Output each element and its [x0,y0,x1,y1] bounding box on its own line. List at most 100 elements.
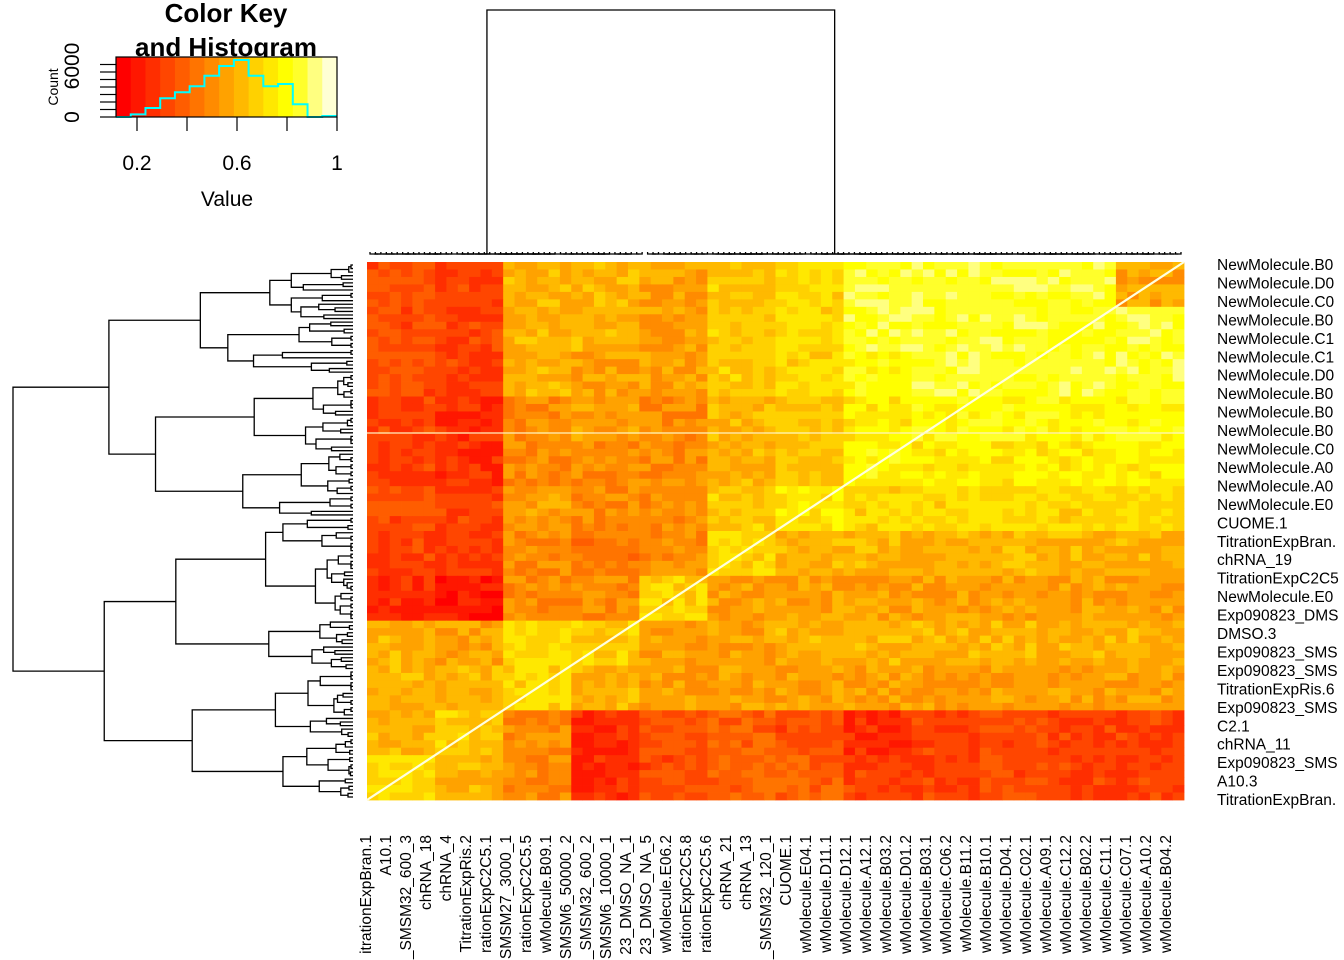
heatmap-cell [923,351,935,360]
heatmap-cell [1025,493,1037,502]
heatmap-cell [730,613,742,622]
heatmap-cell [673,501,686,509]
heatmap-cell [525,299,538,308]
heatmap-cell [934,463,947,472]
heatmap-cell [934,314,947,323]
heatmap-cell [786,717,799,726]
heatmap-cell [911,418,924,427]
heatmap-cell [1161,508,1174,517]
heatmap-cell [696,359,708,368]
heatmap-cell [1081,755,1094,764]
heatmap-cell [752,710,765,719]
heatmap-cell [1115,433,1128,442]
heatmap-cell [877,403,890,412]
heatmap-cell [1059,448,1071,457]
heatmap-cell [843,523,856,532]
heatmap-cell [673,658,686,666]
heatmap-cell [945,650,958,659]
heatmap-cell [1059,687,1071,696]
heatmap-cell [854,501,867,509]
heatmap-cell [435,605,447,614]
heatmap-cell [1172,643,1185,651]
heatmap-cell [1138,366,1151,375]
heatmap-cell [730,590,742,599]
heatmap-cell [389,560,402,569]
heatmap-cell [662,680,674,689]
heatmap-cell [1104,516,1117,524]
heatmap-cell [979,306,992,315]
heatmap-cell [435,396,447,405]
heatmap-cell [707,441,720,450]
color-key-swatch [116,57,132,117]
heatmap-cell [820,725,833,734]
heatmap-cell [888,396,901,405]
heatmap-cell [605,456,618,465]
heatmap-cell [571,501,583,509]
heatmap-cell [401,486,413,495]
heatmap-cell [832,269,844,278]
heatmap-cell [469,411,481,420]
heatmap-cell [469,755,481,764]
heatmap-cell [412,329,425,338]
heatmap-cell [957,448,969,457]
heatmap-cell [900,433,913,442]
heatmap-cell [412,433,425,442]
heatmap-cell [389,710,402,719]
heatmap-cell [593,366,606,375]
heatmap-cell [741,583,754,592]
heatmap-cell [1002,545,1015,554]
heatmap-cell [401,381,413,390]
heatmap-cell [1149,732,1162,741]
heatmap-cell [945,687,958,696]
heatmap-cell [696,284,708,293]
heatmap-cell [537,628,549,637]
heatmap-cell [548,374,561,382]
heatmap-cell [480,747,493,756]
heatmap-cell [1059,598,1071,607]
heatmap-cell [752,351,765,360]
heatmap-cell [593,725,606,734]
heatmap-cell [650,545,663,554]
heatmap-cell [367,269,379,278]
heatmap-cell [1093,672,1105,681]
heatmap-cell [525,366,538,375]
heatmap-cell [673,456,686,465]
heatmap-cell [627,687,640,696]
heatmap-cell [378,291,391,300]
color-key-swatch [292,57,309,117]
heatmap-cell [888,336,901,345]
heatmap-cell [582,299,595,308]
x-tick-label: 0.6 [222,152,251,175]
heatmap-cell [1115,478,1128,487]
heatmap-cell [832,501,844,509]
heatmap-cell [707,381,720,390]
heatmap-cell [957,299,969,308]
heatmap-cell [446,695,459,704]
heatmap-cell [1127,441,1140,450]
heatmap-cell [582,665,595,674]
heatmap-cell [752,306,765,315]
heatmap-cell [684,643,697,651]
heatmap-cell [957,635,969,644]
heatmap-cell [707,269,720,278]
heatmap-cell [457,344,470,353]
heatmap-cell [752,628,765,637]
heatmap-cell [843,403,856,412]
heatmap-cell [582,418,595,427]
heatmap-cell [741,366,754,375]
heatmap-cell [571,262,583,270]
heatmap-cell [707,635,720,644]
heatmap-cell [491,717,504,726]
heatmap-cell [469,710,481,719]
heatmap-cell [775,680,788,689]
heatmap-cell [1047,695,1060,704]
heatmap-cell [571,329,583,338]
heatmap-cell [923,598,935,607]
heatmap-cell [1172,508,1185,517]
heatmap-cell [571,381,583,390]
heatmap-cell [480,269,493,278]
heatmap-cell [435,590,447,599]
heatmap-cell [775,620,788,629]
heatmap-cell [389,262,402,270]
heatmap-cell [684,501,697,509]
